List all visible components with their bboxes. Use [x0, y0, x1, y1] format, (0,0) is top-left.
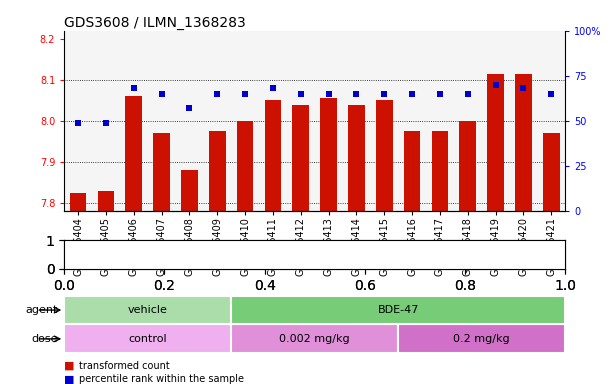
Bar [348, 104, 365, 211]
Bar [320, 98, 337, 211]
Bar [153, 133, 170, 211]
Text: percentile rank within the sample: percentile rank within the sample [79, 374, 244, 384]
Bar [125, 96, 142, 211]
Bar [398, 31, 426, 211]
Bar [537, 31, 565, 211]
Bar [376, 101, 393, 211]
Point [435, 91, 445, 97]
Bar [431, 131, 448, 211]
Point [240, 91, 250, 97]
Text: BDE-47: BDE-47 [378, 305, 419, 315]
Bar [426, 31, 454, 211]
Text: ■: ■ [64, 361, 75, 371]
Bar [481, 31, 510, 211]
Point [101, 120, 111, 126]
Bar [398, 324, 565, 353]
Bar [120, 31, 148, 211]
Bar [231, 324, 398, 353]
Bar [203, 31, 231, 211]
Bar [64, 324, 231, 353]
Bar [148, 31, 175, 211]
Bar [64, 31, 92, 211]
Point [519, 85, 529, 91]
Bar [459, 121, 476, 211]
Bar [543, 133, 560, 211]
Point [129, 85, 139, 91]
Bar [64, 296, 231, 324]
Bar [70, 193, 86, 211]
Point [268, 85, 278, 91]
Text: dose: dose [32, 334, 58, 344]
Text: 0.002 mg/kg: 0.002 mg/kg [279, 334, 350, 344]
Bar [209, 131, 225, 211]
Text: 0.2 mg/kg: 0.2 mg/kg [453, 334, 510, 344]
Bar [181, 170, 198, 211]
Point [491, 82, 500, 88]
Point [213, 91, 222, 97]
Point [546, 91, 556, 97]
Bar [315, 31, 343, 211]
Bar [370, 31, 398, 211]
Bar [293, 104, 309, 211]
Point [407, 91, 417, 97]
Bar [236, 121, 254, 211]
Point [73, 120, 83, 126]
Bar [515, 74, 532, 211]
Bar [98, 191, 114, 211]
Point [463, 91, 473, 97]
Text: ■: ■ [64, 374, 75, 384]
Bar [231, 296, 565, 324]
Bar [287, 31, 315, 211]
Bar [454, 31, 481, 211]
Text: agent: agent [26, 305, 58, 315]
Bar [92, 31, 120, 211]
Bar [487, 74, 504, 211]
Text: transformed count: transformed count [79, 361, 170, 371]
Point [296, 91, 306, 97]
Bar [343, 31, 370, 211]
Point [185, 105, 194, 111]
Text: control: control [128, 334, 167, 344]
Point [379, 91, 389, 97]
Bar [175, 31, 203, 211]
Point [324, 91, 334, 97]
Bar [259, 31, 287, 211]
Point [351, 91, 361, 97]
Point [156, 91, 166, 97]
Bar [265, 101, 281, 211]
Text: GDS3608 / ILMN_1368283: GDS3608 / ILMN_1368283 [64, 16, 246, 30]
Bar [404, 131, 420, 211]
Text: vehicle: vehicle [128, 305, 167, 315]
Bar [231, 31, 259, 211]
Bar [510, 31, 537, 211]
